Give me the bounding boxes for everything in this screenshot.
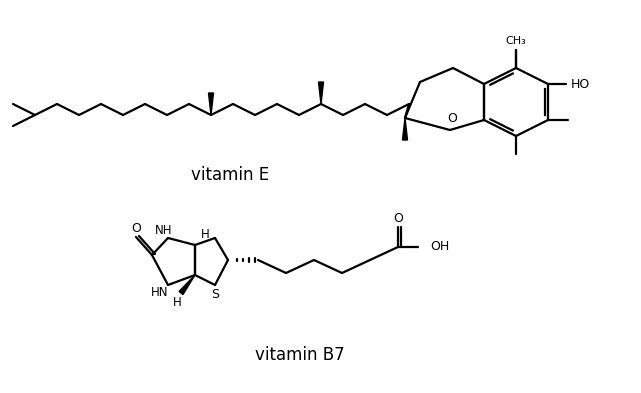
Text: vitamin E: vitamin E [191,166,269,184]
Text: HN: HN [151,286,169,299]
Polygon shape [208,93,213,115]
Text: vitamin B7: vitamin B7 [255,346,345,364]
Text: NH: NH [155,224,173,237]
Polygon shape [319,82,324,104]
Text: H: H [201,228,210,242]
Polygon shape [179,275,195,294]
Text: O: O [131,222,141,235]
Text: OH: OH [430,241,449,253]
Text: H: H [172,296,181,310]
Text: CH₃: CH₃ [506,36,526,46]
Text: O: O [393,213,403,226]
Text: O: O [447,112,457,125]
Polygon shape [403,118,408,140]
Text: S: S [211,288,219,301]
Text: HO: HO [570,77,590,90]
